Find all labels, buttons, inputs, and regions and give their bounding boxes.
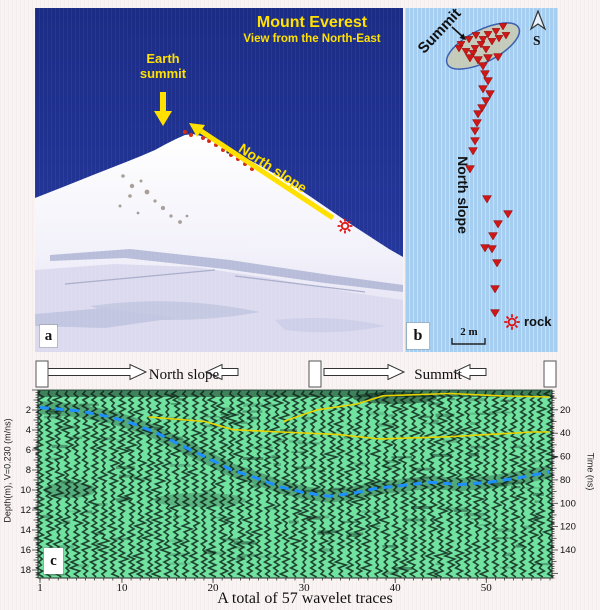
rock-star-icon-b [504,314,520,330]
photo-title: Mount Everest [256,14,368,31]
axis-tick-labels: 2 4 6 8 10 12 14 16 18 20 40 60 80 100 120 140 1 10 20 30 40… [20,405,575,594]
svg-text:50: 50 [481,582,493,594]
svg-text:4: 4 [26,425,31,436]
earth-summit-arrow-icon [154,92,172,126]
panel-b-map: Summit North slope rock 2 m S b [405,5,558,352]
svg-text:6: 6 [26,445,31,456]
svg-text:1: 1 [37,582,43,594]
panel-a-photo: Mount Everest View from the North-East E… [35,8,403,352]
svg-text:20: 20 [208,582,220,594]
wavelet-traces [32,390,559,578]
svg-text:18: 18 [20,565,31,576]
trace-count-caption: A total of 57 wavelet traces [217,590,393,607]
bottom-left-ice [35,308,175,328]
slope-shadow-band [50,249,403,292]
zone-label-summit: Summit [414,367,462,383]
zone-label-north-slope: North slope [148,367,220,383]
rock-star-icon-a [337,218,353,234]
axis-ticks [32,389,558,583]
first-arrival-band [38,390,552,397]
snow-lines [64,269,366,293]
panel-c-radargram: 2 4 6 8 10 12 14 16 18 20 40 60 80 100 120 140 1 10 20 30 40… [0,358,600,610]
depth-axis-label: Depth(m), V=0.230 (m/ns) [2,418,13,523]
earth-summit-label: Earth summit [139,51,187,81]
svg-text:20: 20 [560,405,571,416]
svg-text:14: 14 [20,525,31,536]
horizon-shallow-layer-upper [282,392,551,423]
north-slope-label-b: North slope [455,156,471,234]
panel-letter-b: b [407,323,429,349]
measurement-point-markers [454,23,513,318]
crevasse-2 [275,318,385,333]
svg-text:40: 40 [390,582,402,594]
survey-map-art [445,9,547,345]
horizon-shallow-layer-lower [148,416,550,440]
svg-text:10: 10 [20,485,31,496]
summit-pointer-arrow-icon [451,26,466,40]
summit-area-ellipse [445,22,521,70]
svg-text:8: 8 [26,465,31,476]
svg-text:10: 10 [116,582,128,594]
survey-post-marker [543,360,557,388]
panel-letter-c: c [44,548,63,574]
svg-text:60: 60 [560,452,571,463]
north-slope-arrow-icon [189,123,335,221]
svg-text:80: 80 [560,475,571,486]
compass-north-icon [529,9,547,31]
svg-text:16: 16 [20,545,31,556]
compass-south-label: S [533,33,541,48]
everest-photo-art [35,8,403,352]
horizon-ice-bedrock-reflector [39,406,551,498]
survey-post-marker [35,360,49,388]
svg-text:12: 12 [20,505,31,516]
photo-subtitle: View from the North-East [243,33,381,45]
rock-specks [118,174,189,224]
svg-text:120: 120 [560,522,576,533]
survey-post-marker [308,360,322,388]
svg-text:2: 2 [26,405,31,416]
svg-text:30: 30 [299,582,311,594]
scale-label: 2 m [460,326,478,338]
radar-texture-smears [41,398,550,576]
svg-text:100: 100 [560,498,576,509]
svg-text:140: 140 [560,545,576,556]
radargram-plot: 2 4 6 8 10 12 14 16 18 20 40 60 80 100 120 140 1 10 20 30 40… [20,360,576,594]
svg-text:40: 40 [560,428,571,439]
rock-label: rock [524,314,552,329]
panel-letter-a: a [40,325,57,347]
zone-annotation-bar [35,360,557,388]
time-axis-label: Time (ns) [585,452,596,491]
scale-bar-icon [451,338,486,345]
